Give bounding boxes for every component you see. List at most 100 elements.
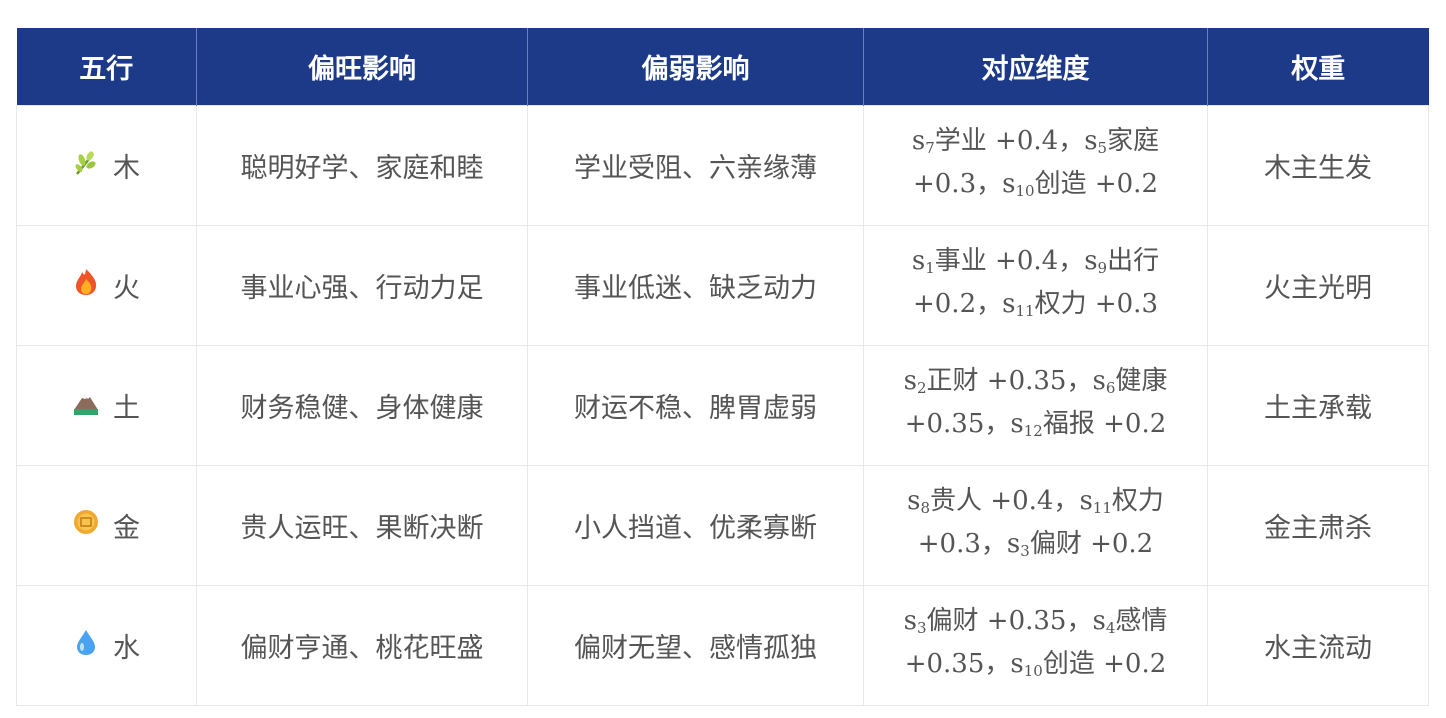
dimension-var: s <box>1002 288 1016 319</box>
dimension-var: s <box>911 125 926 156</box>
dimension-index: 6 <box>1105 378 1116 397</box>
dimension-var: s <box>1084 125 1098 156</box>
weak-effect-cell: 财运不稳、脾胃虚弱 <box>527 345 864 466</box>
dimension-var: s <box>903 365 917 396</box>
dimension-value: +0.35 <box>986 365 1067 396</box>
dimension-cell: s2正财 +0.35，s6健康 +0.35，s12福报 +0.2 <box>863 345 1208 466</box>
dimension-label: 创造 <box>1034 168 1087 199</box>
dimension-label: 权力 <box>1034 288 1087 319</box>
dimension-item: s5家庭 +0.3 <box>913 126 1159 199</box>
dimension-label: 贵人 <box>930 485 983 516</box>
element-name: 金 <box>113 513 140 544</box>
dimension-cell: s8贵人 +0.4，s11权力 +0.3，s3偏财 +0.2 <box>863 465 1208 586</box>
dimension-cell: s1事业 +0.4，s9出行 +0.2，s11权力 +0.3 <box>863 225 1208 346</box>
dimension-value: +0.4 <box>995 125 1059 156</box>
separator: ， <box>1066 365 1093 396</box>
dimension-label: 权力 <box>1111 485 1164 516</box>
dimension-label: 创造 <box>1042 648 1095 679</box>
dimension-index: 11 <box>1092 498 1112 517</box>
dimension-label: 健康 <box>1115 365 1168 396</box>
dimension-value: +0.2 <box>1103 408 1167 439</box>
weak-effect-cell: 小人挡道、优柔寡断 <box>527 465 864 586</box>
dimension-index: 10 <box>1023 661 1043 680</box>
dimension-index: 12 <box>1023 421 1043 440</box>
dimension-index: 1 <box>925 258 935 277</box>
table-row: 土财务稳健、身体健康 财运不稳、脾胃虚弱 s2正财 +0.35，s6健康 +0.35… <box>16 345 1429 466</box>
dimension-label: 出行 <box>1107 245 1160 276</box>
five-elements-table: 五行 偏旺影响 偏弱影响 对应维度 权重 木 聪明好学、家庭和睦 学业受阻、六亲缘薄… <box>16 28 1429 706</box>
dimension-var: s <box>1002 168 1016 199</box>
dimension-var: s <box>1092 605 1106 636</box>
dimension-cell: s7学业 +0.4，s5家庭 +0.3，s10创造 +0.2 <box>863 105 1208 226</box>
dimension-label: 感情 <box>1115 605 1168 636</box>
dimension-var: s <box>903 605 917 636</box>
dimension-value: +0.4 <box>990 485 1054 516</box>
mountain-icon <box>73 388 99 423</box>
dimension-value: +0.2 <box>912 288 977 319</box>
weight-cell: 土主承载 <box>1207 345 1429 466</box>
element-name: 土 <box>113 393 140 424</box>
dimension-index: 7 <box>925 138 935 157</box>
element-cell: 火 <box>16 225 197 346</box>
droplet-icon <box>73 628 99 663</box>
dimension-value: +0.2 <box>1103 648 1167 679</box>
separator: ， <box>1058 245 1085 276</box>
weak-effect-cell: 学业受阻、六亲缘薄 <box>527 105 864 226</box>
table-row: 水偏财亨通、桃花旺盛 偏财无望、感情孤独 s3偏财 +0.35，s4感情 +0.35… <box>16 585 1429 706</box>
dimension-value: +0.35 <box>986 605 1067 636</box>
strong-effect-cell: 贵人运旺、果断决断 <box>196 465 528 586</box>
dimension-var: s <box>1079 485 1093 516</box>
dimension-var: s <box>911 245 926 276</box>
header-weak: 偏弱影响 <box>527 28 864 106</box>
dimension-index: 3 <box>916 618 927 637</box>
strong-effect-cell: 聪明好学、家庭和睦 <box>196 105 528 226</box>
header-dimension: 对应维度 <box>863 28 1208 106</box>
separator: ， <box>1058 125 1085 156</box>
table-row: 金贵人运旺、果断决断 小人挡道、优柔寡断 s8贵人 +0.4，s11权力 +0.3，… <box>16 465 1429 586</box>
dimension-item: s3偏财 +0.2 <box>1006 528 1153 560</box>
dimension-label: 偏财 <box>926 605 979 636</box>
element-name: 火 <box>113 273 140 304</box>
dimension-index: 9 <box>1097 258 1108 277</box>
dimension-item: s8贵人 +0.4 <box>907 485 1054 517</box>
separator: ， <box>1053 485 1080 516</box>
strong-effect-cell: 偏财亨通、桃花旺盛 <box>196 585 528 706</box>
dimension-item: s2正财 +0.35 <box>903 365 1067 397</box>
dimension-value: +0.3 <box>912 168 977 199</box>
dimension-label: 正财 <box>926 365 979 396</box>
dimension-item: s9出行 +0.2 <box>913 246 1159 319</box>
element-name: 水 <box>113 633 140 664</box>
dimension-value: +0.2 <box>1094 168 1158 199</box>
dimension-index: 8 <box>920 498 930 517</box>
dimension-value: +0.35 <box>904 408 985 439</box>
dimension-label: 家庭 <box>1107 125 1160 156</box>
dimension-item: s10创造 +0.2 <box>1010 648 1167 680</box>
dimension-value: +0.3 <box>917 528 981 559</box>
weight-cell: 木主生发 <box>1207 105 1429 226</box>
dimension-index: 5 <box>1097 138 1108 157</box>
dimension-var: s <box>907 485 921 516</box>
dimension-item: s1事业 +0.4 <box>911 245 1058 277</box>
dimension-label: 学业 <box>934 125 987 156</box>
dimension-value: +0.35 <box>904 648 985 679</box>
dimension-var: s <box>1092 365 1106 396</box>
dimension-value: +0.3 <box>1094 288 1158 319</box>
dimension-item: s7学业 +0.4 <box>911 125 1059 157</box>
separator: ， <box>1066 605 1093 636</box>
herb-icon <box>73 148 99 183</box>
element-name: 木 <box>113 153 140 184</box>
dimension-item: s12福报 +0.2 <box>1010 408 1167 440</box>
element-cell: 水 <box>16 585 197 706</box>
separator: ， <box>980 528 1007 559</box>
dimension-var: s <box>1006 528 1021 559</box>
strong-effect-cell: 事业心强、行动力足 <box>196 225 528 346</box>
dimension-item: s10创造 +0.2 <box>1002 168 1158 200</box>
dimension-item: s11权力 +0.3 <box>918 486 1164 559</box>
element-cell: 金 <box>16 465 197 586</box>
dimension-item: s4感情 +0.35 <box>905 606 1168 679</box>
element-cell: 木 <box>16 105 197 226</box>
strong-effect-cell: 财务稳健、身体健康 <box>196 345 528 466</box>
header-row: 五行 偏旺影响 偏弱影响 对应维度 权重 <box>16 28 1429 106</box>
element-cell: 土 <box>16 345 197 466</box>
dimension-var: s <box>1084 245 1098 276</box>
